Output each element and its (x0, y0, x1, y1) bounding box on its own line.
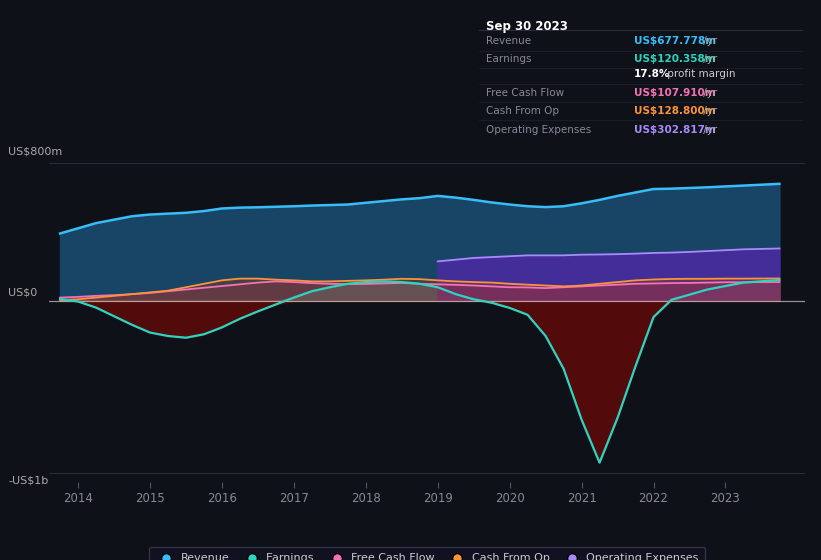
Legend: Revenue, Earnings, Free Cash Flow, Cash From Op, Operating Expenses: Revenue, Earnings, Free Cash Flow, Cash … (149, 547, 705, 560)
Text: Cash From Op: Cash From Op (485, 106, 558, 116)
Text: 17.8%: 17.8% (634, 69, 670, 80)
Text: US$800m: US$800m (8, 146, 62, 156)
Text: profit margin: profit margin (664, 69, 736, 80)
Text: US$677.778m: US$677.778m (634, 36, 716, 46)
Text: US$107.910m: US$107.910m (634, 88, 715, 98)
Text: US$302.817m: US$302.817m (634, 125, 715, 134)
Text: -US$1b: -US$1b (8, 476, 48, 486)
Text: /yr: /yr (700, 106, 718, 116)
Text: /yr: /yr (700, 125, 718, 134)
Text: /yr: /yr (700, 54, 718, 64)
Text: US$0: US$0 (8, 288, 38, 298)
Text: Earnings: Earnings (485, 54, 531, 64)
Text: Revenue: Revenue (485, 36, 530, 46)
Text: Sep 30 2023: Sep 30 2023 (485, 20, 567, 34)
Text: Operating Expenses: Operating Expenses (485, 125, 591, 134)
Text: /yr: /yr (700, 36, 718, 46)
Text: US$128.800m: US$128.800m (634, 106, 715, 116)
Text: /yr: /yr (700, 88, 718, 98)
Text: Free Cash Flow: Free Cash Flow (485, 88, 564, 98)
Text: US$120.358m: US$120.358m (634, 54, 715, 64)
